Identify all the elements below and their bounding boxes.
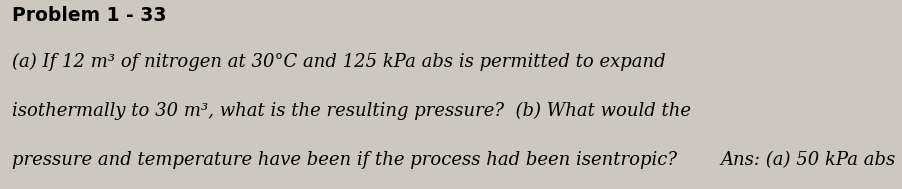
Text: isothermally to 30 m³, what is the resulting pressure?  (b) What would the: isothermally to 30 m³, what is the resul…: [12, 102, 690, 120]
Text: (a) If 12 m³ of nitrogen at 30°C and 125 kPa abs is permitted to expand: (a) If 12 m³ of nitrogen at 30°C and 125…: [12, 53, 665, 71]
Text: pressure and temperature have been if the process had been isentropic?: pressure and temperature have been if th…: [12, 151, 676, 169]
Text: Ans: (a) 50 kPa abs: Ans: (a) 50 kPa abs: [720, 151, 895, 169]
Text: Problem 1 - 33: Problem 1 - 33: [12, 6, 166, 25]
